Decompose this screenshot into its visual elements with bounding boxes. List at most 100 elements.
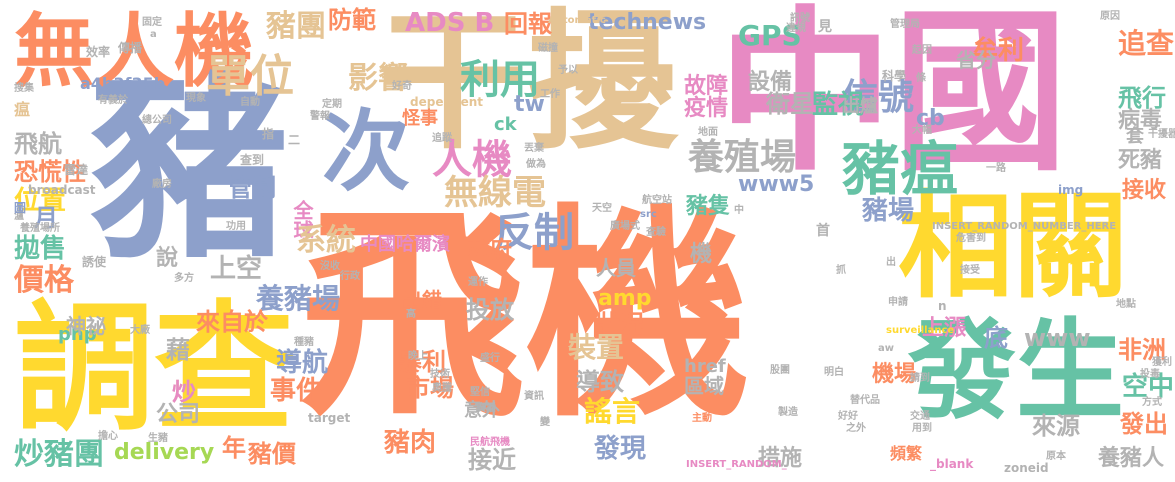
- word-cloud-word: 技術: [430, 369, 450, 380]
- word-cloud-word: 大幅: [912, 125, 932, 136]
- word-cloud-word: 大廠: [130, 325, 150, 336]
- word-cloud-word: zoneid: [1004, 461, 1049, 475]
- word-cloud-word: 投毒: [1140, 369, 1160, 380]
- word-cloud-word: 有義於: [98, 95, 128, 106]
- word-cloud-word: 死豬: [1118, 148, 1163, 173]
- word-cloud-word: 瘟: [14, 100, 31, 119]
- word-cloud-word: cb: [916, 106, 945, 131]
- word-cloud-word: target: [308, 411, 351, 425]
- word-cloud-word: 沒收: [320, 261, 340, 272]
- word-cloud-word: www: [1024, 324, 1091, 352]
- word-cloud-word: 反制: [494, 210, 574, 256]
- word-cloud-word: 原因: [1100, 11, 1120, 22]
- word-cloud-word: 影響: [348, 61, 408, 96]
- word-cloud-word: 請到: [910, 373, 930, 384]
- word-cloud-word: 堅信: [470, 387, 490, 398]
- word-cloud-word: 炒: [172, 378, 196, 406]
- word-cloud-word: 自動: [240, 97, 260, 108]
- word-cloud-word: 非洲: [1118, 336, 1166, 364]
- word-cloud-word: 疫情: [684, 96, 729, 121]
- word-cloud-word: 股團: [770, 365, 790, 376]
- word-cloud-word: 替代品: [850, 395, 880, 406]
- word-cloud-word: 發出: [1120, 410, 1168, 438]
- word-cloud-word: 年: [222, 434, 246, 462]
- word-cloud-word: 功用: [226, 221, 246, 232]
- word-cloud-word: 位置: [14, 186, 67, 216]
- word-cloud-word: 製造: [778, 407, 798, 418]
- word-cloud-word: 危害到: [956, 233, 986, 244]
- word-cloud-word: php: [58, 324, 97, 345]
- word-cloud-word: 運作: [468, 277, 488, 288]
- word-cloud-word: 違規: [786, 23, 806, 34]
- word-cloud-word: Automatic: [548, 15, 606, 26]
- word-cloud-word: 單位: [206, 51, 294, 102]
- word-cloud-word: 出爐: [842, 96, 878, 117]
- word-cloud-word: 說: [156, 246, 179, 271]
- word-cloud-word: 方式: [1142, 397, 1162, 408]
- word-cloud-word: 炒豬團: [14, 437, 104, 472]
- word-cloud-word: 牟利: [972, 36, 1025, 66]
- word-cloud-word: 來自於: [196, 308, 268, 336]
- word-cloud-word: 瀘: [14, 211, 24, 222]
- word-cloud-word: surveillance: [886, 325, 955, 336]
- word-cloud-word: 怪事: [402, 108, 438, 129]
- word-cloud-word: 管制: [228, 174, 276, 202]
- word-cloud-word: INSERT_RANDOM_: [686, 459, 787, 470]
- word-cloud-word: 訊號: [790, 13, 810, 24]
- word-cloud-word: 回報: [504, 10, 552, 38]
- word-cloud-word: src: [640, 209, 657, 220]
- word-cloud-word: 設備: [748, 70, 793, 95]
- word-cloud-word: 廣播: [476, 403, 496, 414]
- word-cloud-word: 機場: [872, 362, 917, 387]
- word-cloud-word: 天空: [592, 203, 612, 214]
- word-cloud-word: 底: [984, 324, 1008, 352]
- word-cloud-word: 予以: [558, 65, 578, 76]
- word-cloud-word: 好好: [838, 411, 858, 422]
- word-cloud-word: 病毒: [1118, 108, 1163, 133]
- word-cloud-word: 管理局: [890, 19, 920, 30]
- word-cloud-word: 發現: [594, 434, 647, 464]
- word-cloud-word: 中: [734, 205, 744, 216]
- word-cloud-word: 地點: [1116, 299, 1136, 310]
- word-cloud-word: 指: [262, 127, 275, 141]
- word-cloud-word: 出: [886, 257, 896, 268]
- word-cloud-word: 磁撞: [538, 43, 558, 54]
- word-cloud-word: 地面: [698, 127, 718, 138]
- word-cloud-word: 全球: [290, 200, 314, 240]
- word-cloud-word: 廣播: [476, 403, 496, 414]
- word-cloud-word: 衛星: [766, 90, 814, 118]
- word-cloud-word: 利用: [460, 57, 540, 103]
- word-cloud-word: 調查: [14, 288, 295, 451]
- word-cloud-word: 上空: [210, 254, 263, 284]
- word-cloud-word: 養殖場所: [20, 223, 60, 234]
- word-cloud-word: 丟棄: [524, 143, 544, 154]
- word-cloud-word: 條: [916, 73, 926, 84]
- word-cloud-word: broadcast: [28, 183, 96, 197]
- word-cloud-word: 人機: [432, 137, 512, 183]
- word-cloud-word: 意外: [464, 400, 500, 421]
- word-cloud-word: 圖: [14, 201, 27, 215]
- word-cloud-word: 導航: [276, 348, 329, 378]
- word-cloud-word: 發生: [908, 309, 1125, 434]
- word-cloud-word: 一路: [986, 163, 1006, 174]
- word-cloud-word: 定期: [322, 99, 342, 110]
- word-cloud-word: 擔心: [98, 431, 118, 442]
- word-cloud-word: 價格: [14, 263, 74, 298]
- word-cloud-word: 豬價: [248, 440, 296, 468]
- word-cloud-word: 裝置: [568, 331, 625, 364]
- word-cloud-word: www5: [738, 172, 815, 197]
- word-cloud-word: 首: [816, 223, 830, 239]
- word-cloud-word: 原本: [1046, 451, 1066, 462]
- word-cloud-word: 套: [1126, 126, 1144, 147]
- word-cloud-word: 用到: [912, 423, 932, 434]
- word-cloud-word: 事件: [270, 376, 323, 406]
- word-cloud-word: 接近: [468, 446, 516, 474]
- word-cloud-word: 豬隻: [686, 194, 731, 219]
- word-cloud-word: 雷達: [64, 163, 89, 177]
- word-cloud-word: INSERT_RANDOM_NUMBER_HERE: [932, 221, 1117, 232]
- word-cloud-word: technews: [588, 10, 707, 35]
- word-cloud-word: 追查: [1118, 27, 1175, 60]
- word-cloud-word: 暴利: [398, 348, 446, 376]
- word-cloud-word: 出錯: [402, 288, 442, 312]
